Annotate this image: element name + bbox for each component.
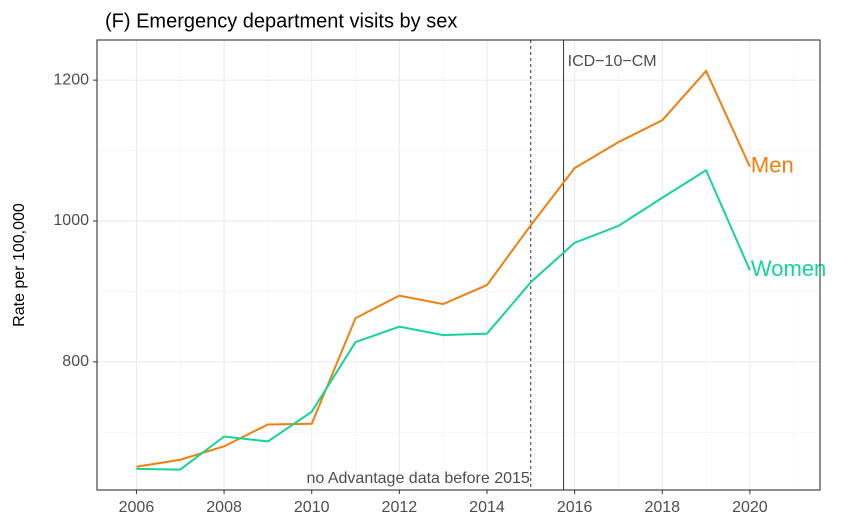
annotation: no Advantage data before 2015 <box>306 470 529 487</box>
y-axis-label: Rate per 100,000 <box>11 203 28 327</box>
line <box>136 168 751 471</box>
annotation: ICD−10−CM <box>568 53 657 70</box>
x-tick-label: 2010 <box>294 499 330 516</box>
x-tick-label: 2008 <box>206 499 242 516</box>
y-tick-label: 800 <box>62 353 89 370</box>
series-label: Women <box>751 256 826 281</box>
series-label: Men <box>751 153 794 178</box>
y-tick-label: 1200 <box>53 71 89 88</box>
chart-title: (F) Emergency department visits by sex <box>105 10 457 32</box>
x-tick-label: 2016 <box>557 499 593 516</box>
y-tick-label: 1000 <box>53 212 89 229</box>
x-tick-label: 2020 <box>732 499 768 516</box>
x-tick-label: 2018 <box>644 499 680 516</box>
plot-border <box>96 39 821 491</box>
x-tick-label: 2012 <box>382 499 418 516</box>
x-tick-label: 2006 <box>119 499 155 516</box>
x-tick-label: 2014 <box>469 499 505 516</box>
